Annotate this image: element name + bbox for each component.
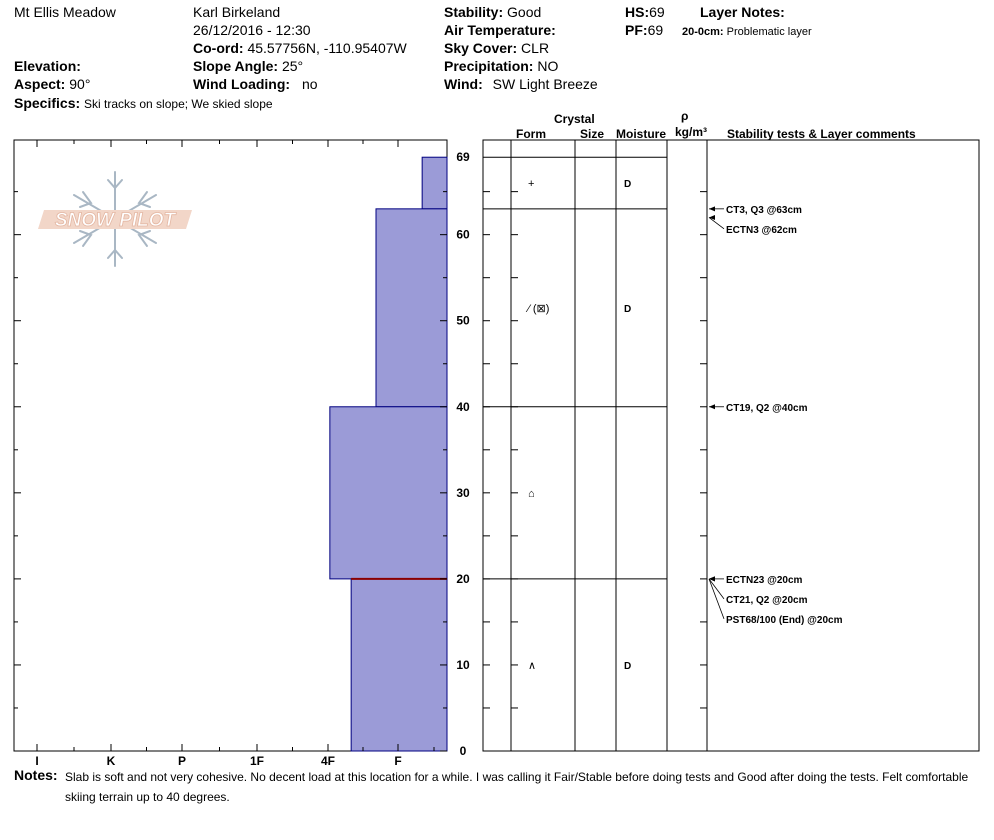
hardness-bar — [329, 406, 448, 580]
location-name: Mt Ellis Meadow — [14, 4, 116, 20]
stability-test-label: ECTN3 @62cm — [726, 225, 797, 236]
sky-cover: Sky Cover: CLR — [444, 40, 549, 56]
test-arrowhead — [709, 404, 715, 410]
stability-value: Good — [507, 4, 542, 20]
slope-angle-label: Slope Angle: — [193, 58, 279, 74]
precipitation: Precipitation: NO — [444, 58, 558, 74]
depth-tick-label: 30 — [456, 486, 470, 500]
stability-test-label: ECTN23 @20cm — [726, 575, 803, 586]
hardness-tick-label: F — [394, 754, 401, 768]
test-leader-line — [708, 217, 725, 230]
hs-value: 69 — [649, 4, 665, 20]
depth-tick-label: 0 — [460, 744, 467, 758]
slope-angle: Slope Angle: 25° — [193, 58, 303, 74]
hardness-bars — [329, 156, 448, 752]
layer-note: 20-0cm: Problematic layer — [682, 24, 812, 40]
layer-note-depth: 20-0cm: — [682, 26, 724, 38]
layer-note-text: Problematic layer — [726, 26, 812, 38]
size-header: Size — [580, 127, 605, 141]
coordinates: Co-ord: 45.57756N, -110.95407W — [193, 40, 407, 56]
test-arrowhead — [709, 576, 715, 582]
layer-notes-label: Layer Notes: — [700, 4, 785, 20]
aspect-value: 90° — [69, 76, 91, 92]
stability: Stability: Good — [444, 4, 541, 20]
hardness-tick-label: P — [178, 754, 186, 768]
depth-tick-label: 60 — [456, 228, 470, 242]
depth-tick-label: 20 — [456, 572, 470, 586]
notes-text: Slab is soft and not very cohesive. No d… — [65, 770, 969, 804]
hs: HS:69 — [625, 4, 665, 20]
hardness-tick-label: 4F — [321, 754, 335, 768]
snowpilot-logo: SNOW PILOT — [38, 171, 192, 267]
air-temperature-label: Air Temperature: — [444, 22, 556, 38]
crystal-header: Crystal — [554, 112, 595, 126]
coordinates-value: 45.57756N, -110.95407W — [247, 40, 407, 56]
hardness-tick-label: 1F — [250, 754, 264, 768]
crystal-form-symbol: ⌂ — [528, 488, 535, 500]
notes-label: Notes: — [14, 767, 58, 783]
form-header: Form — [516, 127, 546, 141]
depth-tick-label: 40 — [456, 400, 470, 414]
moisture-value: D — [624, 179, 631, 190]
coordinates-label: Co-ord: — [193, 40, 244, 56]
observation-datetime: 26/12/2016 - 12:30 — [193, 22, 311, 38]
specifics-label: Specifics: — [14, 95, 81, 111]
layer-table — [482, 139, 980, 752]
depth-tick-label: 69 — [456, 150, 470, 164]
precipitation-label: Precipitation: — [444, 58, 534, 74]
moisture-value: D — [624, 304, 631, 315]
stability-tests: CT3, Q3 @63cm ECTN3 @62cm CT19, Q2 @40cm EC… — [708, 205, 843, 626]
test-leader-line — [708, 578, 725, 620]
layer-rows: + D ⁄ (⊠) D ⌂ ∧ D — [483, 156, 667, 672]
hs-label: HS: — [625, 4, 650, 20]
specifics: Specifics: Ski tracks on slope; We skied… — [14, 95, 273, 112]
hardness-tick-label: I — [35, 754, 38, 768]
snowpilot-logo-text: SNOW PILOT — [55, 210, 177, 231]
elevation-label: Elevation: — [14, 58, 81, 74]
precipitation-value: NO — [537, 58, 559, 74]
rho-header: ρ — [681, 109, 689, 123]
wind-loading-label: Wind Loading: — [193, 76, 291, 92]
pf-value: 69 — [647, 22, 664, 38]
wind-label: Wind: — [444, 76, 483, 92]
slope-angle-value: 25° — [281, 58, 304, 74]
pf-label: PF: — [625, 22, 648, 38]
specifics-value: Ski tracks on slope; We skied slope — [84, 97, 273, 111]
crystal-form-symbol: ∧ — [528, 660, 536, 672]
test-arrowhead — [709, 214, 715, 220]
moisture-value: D — [624, 661, 631, 672]
observer-name: Karl Birkeland — [193, 4, 281, 20]
stability-test-label: CT3, Q3 @63cm — [726, 205, 802, 216]
stability-test-label: CT19, Q2 @40cm — [726, 403, 808, 414]
stability-comments-header: Stability tests & Layer comments — [727, 127, 916, 141]
hardness-bar — [421, 156, 448, 210]
crystal-form-symbol: ⁄ (⊠) — [525, 303, 549, 315]
stability-test-label: CT21, Q2 @20cm — [726, 595, 808, 606]
test-leader-line — [708, 578, 725, 600]
wind-loading: Wind Loading: no — [193, 76, 318, 92]
hardness-bar — [375, 208, 448, 408]
hardness-axis: I K P 1F 4F F — [35, 140, 435, 768]
wind-value: SW Light Breeze — [492, 76, 598, 92]
stability-test-label: PST68/100 (End) @20cm — [726, 615, 843, 626]
moisture-header: Moisture — [616, 127, 667, 141]
pf: PF:69 — [625, 22, 663, 38]
depth-tick-label: 10 — [456, 658, 470, 672]
stability-label: Stability: — [444, 4, 504, 20]
crystal-form-symbol: + — [528, 178, 534, 190]
wind-loading-value: no — [301, 76, 318, 92]
depth-tick-label: 50 — [456, 314, 470, 328]
hardness-tick-label: K — [107, 754, 116, 768]
hardness-bar — [350, 578, 448, 752]
sky-cover-value: CLR — [521, 40, 550, 56]
aspect-label: Aspect: — [14, 76, 66, 92]
aspect: Aspect: 90° — [14, 76, 90, 92]
test-arrowhead — [709, 206, 715, 212]
density-unit-header: kg/m³ — [675, 125, 708, 139]
wind: Wind: SW Light Breeze — [444, 76, 598, 92]
sky-cover-label: Sky Cover: — [444, 40, 518, 56]
